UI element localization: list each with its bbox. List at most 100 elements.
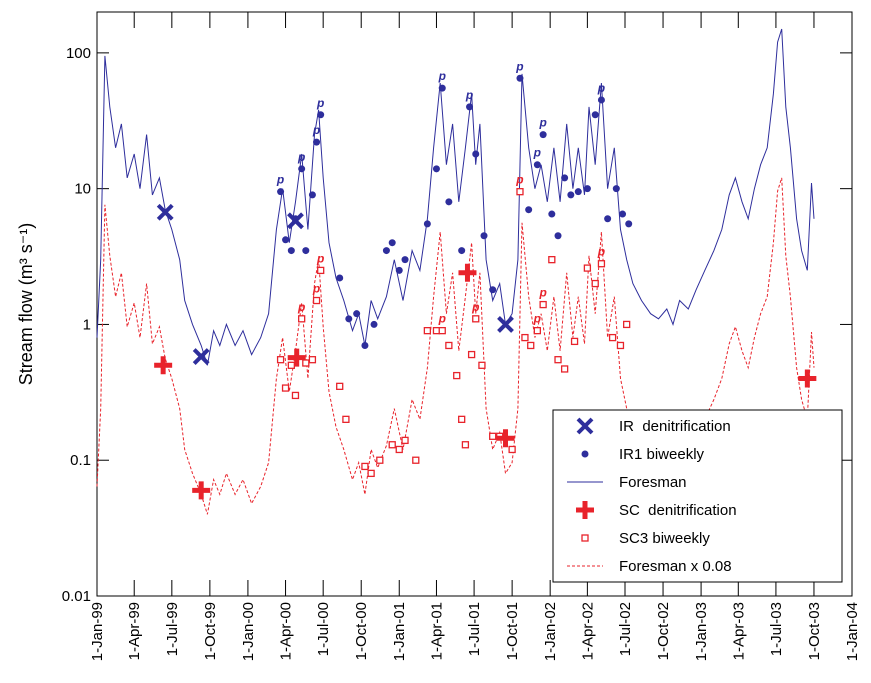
square-glyph	[412, 456, 420, 464]
marker-square	[298, 315, 306, 323]
x-tick-label: 1-Jan-99	[89, 602, 106, 661]
x-tick-label: 1-Jul-00	[315, 602, 332, 656]
dot-glyph	[282, 236, 290, 244]
x-tick-label: 1-Apr-02	[579, 602, 596, 660]
marker-dot	[287, 247, 295, 255]
square-glyph	[472, 315, 480, 323]
square-glyph	[376, 456, 384, 464]
marker-x	[497, 316, 514, 333]
x-glyph	[497, 316, 514, 333]
plus-glyph	[192, 481, 211, 500]
dot-glyph	[591, 111, 599, 119]
dot-glyph	[287, 247, 295, 255]
dot-glyph	[466, 103, 474, 111]
plus-glyph	[496, 429, 515, 448]
annotation: p	[533, 312, 541, 326]
square-glyph	[342, 415, 350, 423]
marker-dot	[298, 165, 306, 173]
marker-x	[192, 348, 210, 365]
dot-glyph	[401, 256, 409, 264]
square-glyph	[533, 327, 541, 335]
marker-dot	[445, 198, 453, 206]
marker-plus	[154, 356, 173, 375]
x-tick-label: 1-Apr-03	[730, 602, 747, 660]
marker-dot	[597, 96, 605, 104]
marker-dot	[345, 315, 353, 323]
square-glyph	[527, 341, 535, 350]
marker-x	[576, 417, 594, 435]
square-glyph	[367, 469, 375, 478]
legend-box	[552, 409, 843, 583]
marker-dot	[472, 150, 480, 158]
x-tick-label: 1-Jul-01	[466, 602, 483, 656]
plus-glyph	[154, 356, 173, 375]
x-glyph	[576, 417, 594, 435]
x-tick-label: 1-Jan-00	[240, 602, 257, 661]
series-line	[96, 28, 815, 366]
marker-dot	[489, 286, 497, 294]
square-glyph	[581, 534, 589, 542]
dot-glyph	[583, 185, 591, 193]
marker-dot	[619, 210, 627, 218]
x-tick-label: 1-Jan-04	[844, 602, 861, 661]
x-tick-label: 1-Apr-01	[428, 602, 445, 660]
square-glyph	[308, 356, 317, 364]
legend-label: SC denitrification	[619, 502, 737, 519]
square-glyph	[361, 462, 369, 471]
marker-square	[533, 327, 541, 335]
x-tick-label: 1-Oct-01	[504, 602, 521, 660]
marker-square	[281, 384, 290, 392]
marker-square	[412, 456, 420, 464]
x-glyph	[192, 348, 210, 365]
marker-square	[445, 341, 453, 350]
marker-square	[291, 391, 300, 400]
marker-square	[395, 445, 403, 454]
marker-square	[581, 534, 589, 542]
dot-glyph	[581, 450, 589, 458]
marker-dot	[438, 84, 446, 92]
marker-square	[570, 337, 579, 346]
marker-x	[156, 203, 174, 221]
x-tick-label: 1-Oct-02	[655, 602, 672, 660]
marker-dot	[336, 274, 344, 282]
annotation: p	[438, 312, 446, 326]
legend-label: SC3 biweekly	[619, 530, 710, 547]
dot-glyph	[277, 188, 285, 196]
marker-dot	[604, 215, 612, 223]
marker-square	[367, 469, 375, 478]
x-glyph	[287, 212, 304, 230]
y-tick-label: 0.1	[70, 452, 91, 469]
y-tick-label: 0.01	[62, 588, 91, 605]
annotation: p	[597, 81, 605, 95]
dot-glyph	[539, 131, 547, 139]
square-glyph	[467, 350, 476, 359]
y-tick-label: 10	[74, 181, 91, 198]
marker-square	[478, 361, 486, 369]
square-glyph	[521, 333, 529, 342]
dot-glyph	[489, 286, 497, 294]
marker-x	[287, 212, 304, 230]
x-tick-label: 1-Oct-99	[202, 602, 219, 660]
dot-glyph	[516, 74, 524, 82]
dot-glyph	[336, 274, 344, 282]
marker-square	[461, 441, 470, 449]
square-glyph	[597, 260, 606, 268]
marker-dot	[423, 220, 431, 228]
marker-dot	[382, 247, 390, 255]
dot-glyph	[298, 165, 306, 173]
dot-glyph	[345, 315, 353, 323]
plus-glyph	[576, 501, 594, 519]
plus-glyph	[798, 369, 817, 388]
annotation: p	[465, 88, 473, 102]
marker-square	[623, 320, 631, 329]
square-glyph	[608, 333, 617, 342]
marker-dot	[361, 341, 369, 349]
marker-dot	[548, 210, 556, 218]
marker-square	[336, 382, 344, 390]
square-glyph	[281, 384, 290, 392]
dot-glyph	[445, 198, 453, 206]
x-tick-label: 1-Jul-02	[617, 602, 634, 656]
marker-dot	[313, 138, 321, 146]
square-glyph	[583, 264, 592, 272]
marker-square	[302, 359, 310, 367]
